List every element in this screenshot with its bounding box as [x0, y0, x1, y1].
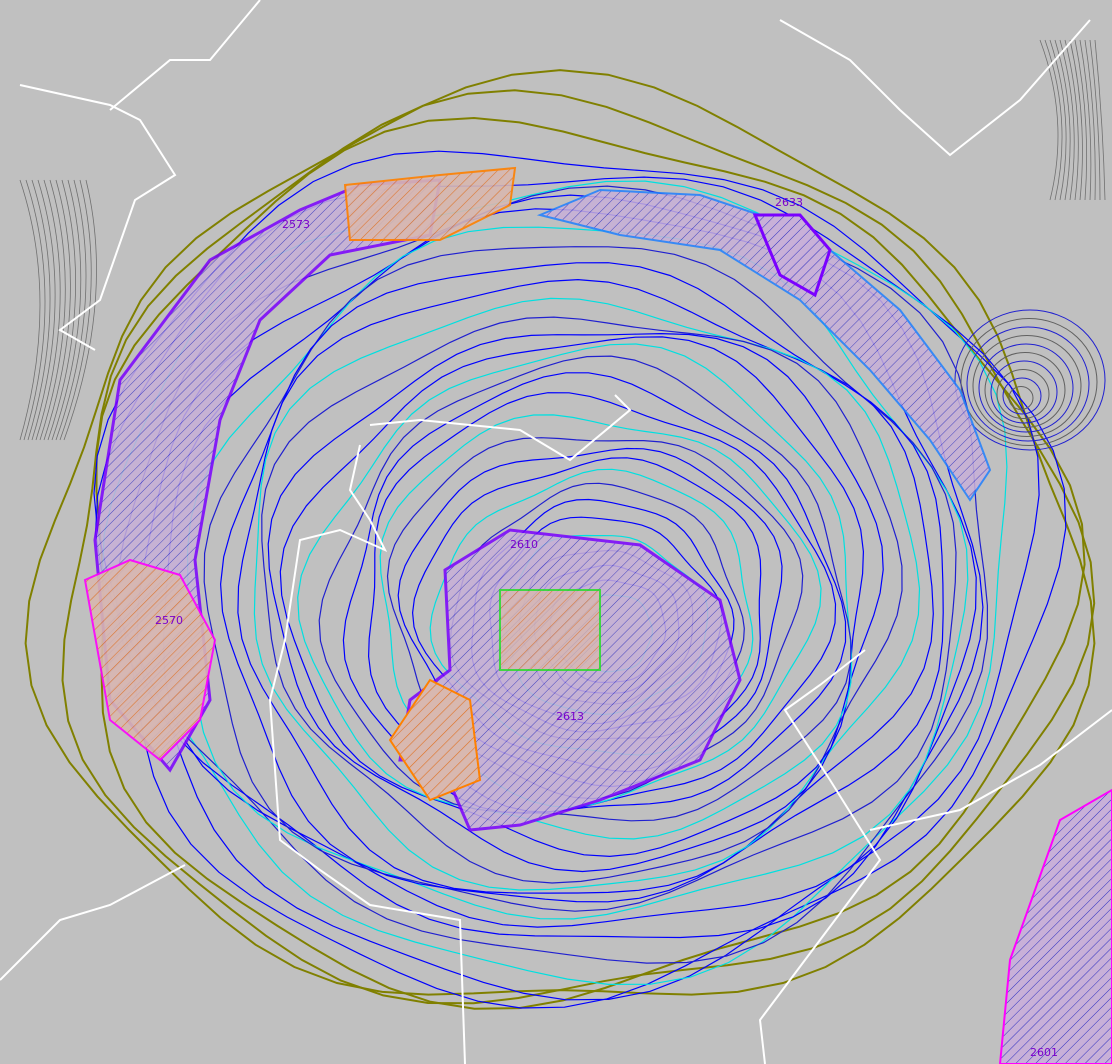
contour-line — [35, 179, 61, 441]
contour-line — [1044, 39, 1063, 201]
survey-line — [19, 84, 177, 351]
zone — [752, 213, 832, 298]
survey-line — [268, 444, 466, 1064]
labels: 2573 2633 2570 2610 2613 2601 — [155, 196, 1058, 1059]
contour-line — [990, 360, 1058, 424]
contour-line — [984, 352, 1066, 428]
elevation-label: 2601 — [1030, 1046, 1058, 1059]
contour-line — [1064, 39, 1079, 201]
zone — [83, 558, 217, 762]
elevation-label: 2633 — [775, 196, 803, 209]
survey-line — [0, 864, 186, 981]
contour-line — [1008, 386, 1034, 410]
contour-line — [966, 326, 1090, 442]
zone — [499, 589, 601, 671]
elevation-label: 2570 — [155, 614, 183, 627]
contour-line — [267, 332, 884, 873]
contour-line — [978, 343, 1074, 433]
elevation-label: 2573 — [282, 218, 310, 231]
contour-line — [27, 179, 51, 441]
contour-line — [1079, 39, 1092, 201]
contour-line — [1039, 39, 1059, 201]
zones — [83, 166, 1112, 1064]
zone — [998, 788, 1112, 1064]
zone — [388, 678, 482, 802]
contour-line — [203, 246, 957, 912]
contour-line — [954, 309, 1106, 451]
contour-line — [59, 179, 92, 441]
contour-line — [342, 372, 847, 814]
contour-line — [47, 179, 77, 441]
survey-line — [369, 394, 632, 462]
contour-line — [367, 392, 837, 813]
contour-line — [23, 179, 46, 441]
zone — [343, 166, 517, 241]
contour-line — [43, 179, 71, 441]
contour-line — [1002, 377, 1042, 415]
contour-line — [1094, 39, 1106, 201]
contour-line — [318, 355, 852, 822]
contour-line — [960, 318, 1098, 446]
contour-line — [24, 69, 1096, 996]
elevation-label: 2613 — [556, 710, 584, 723]
contour-line — [996, 369, 1050, 419]
contour-line — [39, 179, 66, 441]
survey-line — [779, 19, 1091, 157]
zone — [398, 528, 742, 832]
contour-line — [19, 179, 41, 441]
contour-line — [31, 179, 56, 441]
contour-line — [1089, 39, 1101, 201]
contour-line — [1054, 39, 1071, 201]
elevation-label: 2610 — [510, 538, 538, 551]
survey-line — [758, 649, 882, 1064]
contour-line — [51, 179, 82, 441]
contour-line — [261, 316, 903, 884]
zone — [536, 188, 992, 502]
contour-line — [1084, 39, 1096, 201]
contour-line — [1074, 39, 1088, 201]
contour-line — [972, 335, 1082, 437]
contour-line — [55, 179, 87, 441]
survey-line — [869, 709, 1112, 831]
contour-line — [279, 336, 865, 858]
contour-line — [379, 414, 822, 808]
contour-line — [1069, 39, 1083, 201]
survey-line — [109, 0, 261, 111]
contour-line — [297, 343, 853, 840]
contour-line — [1059, 39, 1075, 201]
